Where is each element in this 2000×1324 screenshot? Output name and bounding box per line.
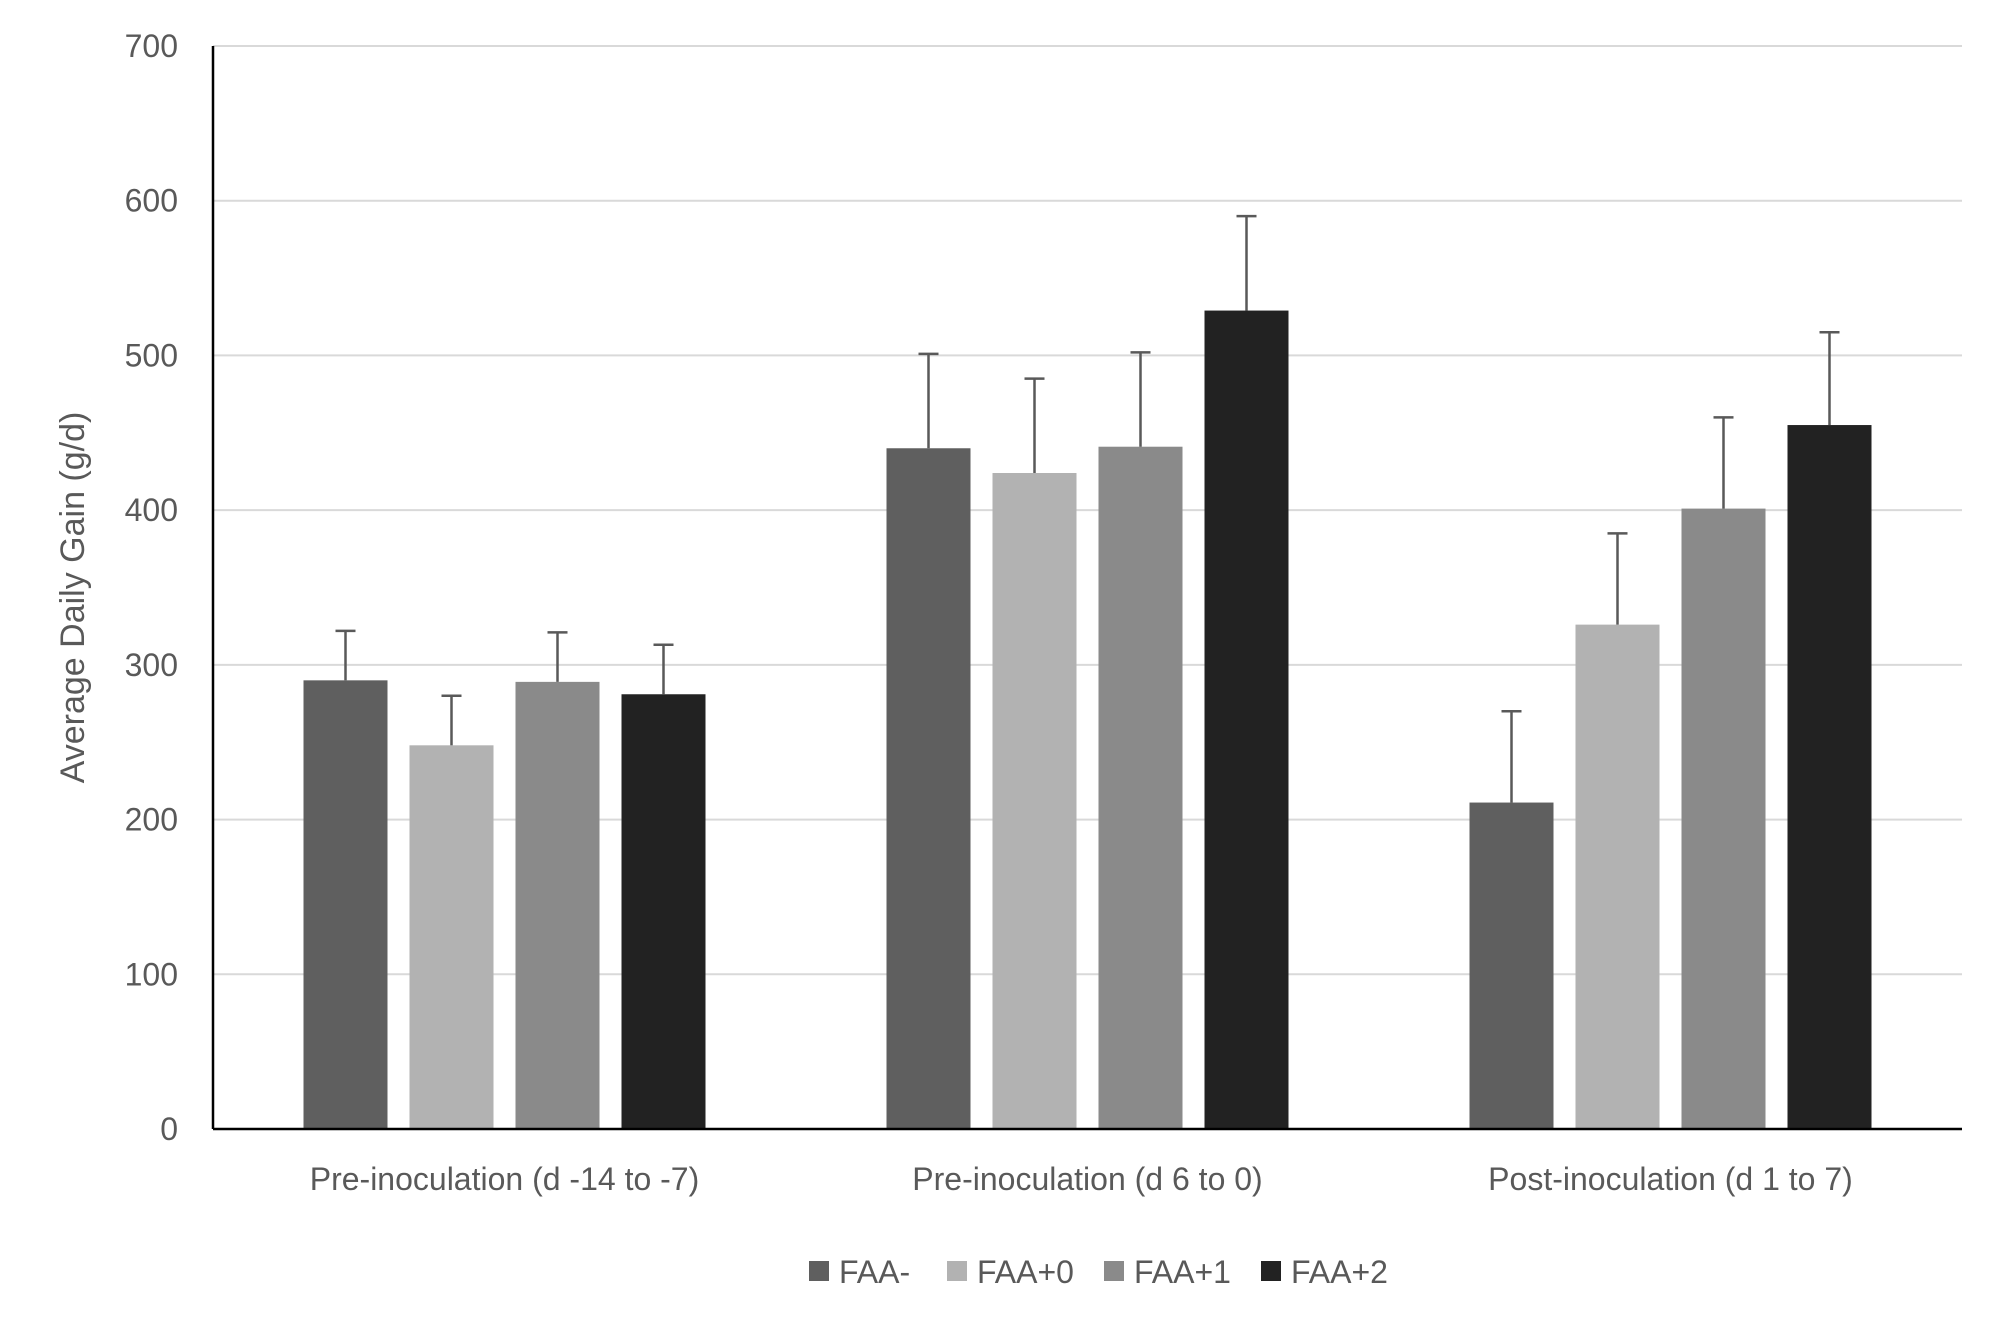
bar-faa-0-0 bbox=[409, 745, 494, 1129]
bar-faa--2 bbox=[1469, 802, 1554, 1129]
bar-faa-2-1 bbox=[1204, 310, 1289, 1130]
bar-faa-2-2 bbox=[1787, 425, 1872, 1129]
bar-faa-1-0 bbox=[515, 681, 600, 1129]
legend-swatch bbox=[1104, 1261, 1124, 1281]
y-tick-label: 0 bbox=[160, 1111, 178, 1147]
bars bbox=[303, 214, 1872, 1130]
bar-faa-0-2 bbox=[1575, 624, 1660, 1129]
y-tick-label: 600 bbox=[125, 183, 178, 219]
y-axis-title: Average Daily Gain (g/d) bbox=[54, 412, 92, 784]
y-tick-label: 400 bbox=[125, 492, 178, 528]
x-category-label: Pre-inoculation (d -14 to -7) bbox=[310, 1161, 700, 1197]
bar-faa--1 bbox=[886, 448, 971, 1129]
y-tick-label: 300 bbox=[125, 647, 178, 683]
legend-label: FAA+2 bbox=[1291, 1254, 1388, 1290]
bar-faa-1-1 bbox=[1098, 446, 1183, 1130]
y-tick-label: 700 bbox=[125, 28, 178, 64]
x-category-label: Post-inoculation (d 1 to 7) bbox=[1488, 1161, 1853, 1197]
bar-faa--0 bbox=[303, 680, 388, 1129]
bar-faa-1-2 bbox=[1681, 508, 1766, 1129]
legend-label: FAA+0 bbox=[977, 1254, 1074, 1290]
x-category-labels: Pre-inoculation (d -14 to -7) Pre-inocula… bbox=[310, 1161, 1853, 1197]
y-tick-label: 200 bbox=[125, 802, 178, 838]
bar-faa-2-0 bbox=[621, 694, 706, 1129]
legend-label: FAA- bbox=[839, 1254, 910, 1290]
legend: FAA- FAA+0 FAA+1 FAA+2 bbox=[809, 1254, 1388, 1290]
axes bbox=[211, 46, 1962, 1131]
y-tick-label: 500 bbox=[125, 337, 178, 373]
y-tick-labels: 0 100 200 300 400 500 600 700 bbox=[125, 28, 178, 1147]
legend-swatch bbox=[809, 1261, 829, 1281]
x-category-label: Pre-inoculation (d 6 to 0) bbox=[912, 1161, 1262, 1197]
legend-swatch bbox=[1261, 1261, 1281, 1281]
gridlines bbox=[213, 45, 1962, 976]
legend-label: FAA+1 bbox=[1134, 1254, 1231, 1290]
bar-faa-0-1 bbox=[992, 473, 1077, 1129]
y-tick-label: 100 bbox=[125, 956, 178, 992]
legend-swatch bbox=[947, 1261, 967, 1281]
